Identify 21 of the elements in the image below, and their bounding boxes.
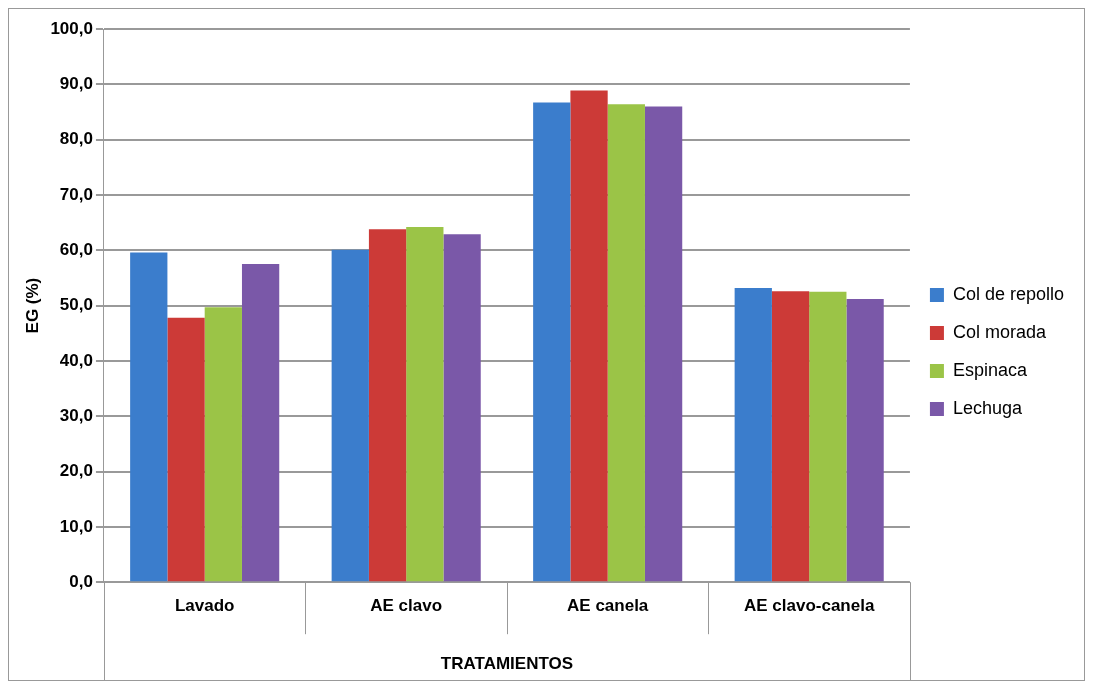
y-tick-label: 0,0 [69, 571, 93, 591]
y-tick-label: 90,0 [59, 74, 93, 94]
x-axis-title: TRATAMIENTOS [440, 654, 574, 674]
y-tick-label: 20,0 [59, 461, 93, 481]
legend-label: Lechuga [952, 397, 1023, 418]
legend-label: Espinaca [952, 359, 1028, 380]
y-tick-label: 70,0 [59, 184, 93, 204]
y-tick-label: 40,0 [59, 350, 93, 370]
legend-label: Col morada [952, 321, 1047, 342]
y-axis-title: EG (%) [22, 277, 42, 334]
y-tick-label: 80,0 [59, 129, 93, 149]
x-tick-label: AE canela [567, 596, 649, 616]
y-tick-label: 10,0 [59, 516, 93, 536]
y-tick-label: 100,0 [50, 18, 93, 38]
x-tick-label: AE clavo-canela [743, 596, 875, 616]
y-tick-label: 30,0 [59, 405, 93, 425]
y-tick-label: 60,0 [59, 239, 93, 259]
x-tick-label: Lavado [174, 596, 235, 616]
y-tick-label: 50,0 [59, 295, 93, 315]
x-tick-label: AE clavo [370, 596, 443, 616]
legend-label: Col de repollo [952, 283, 1065, 304]
